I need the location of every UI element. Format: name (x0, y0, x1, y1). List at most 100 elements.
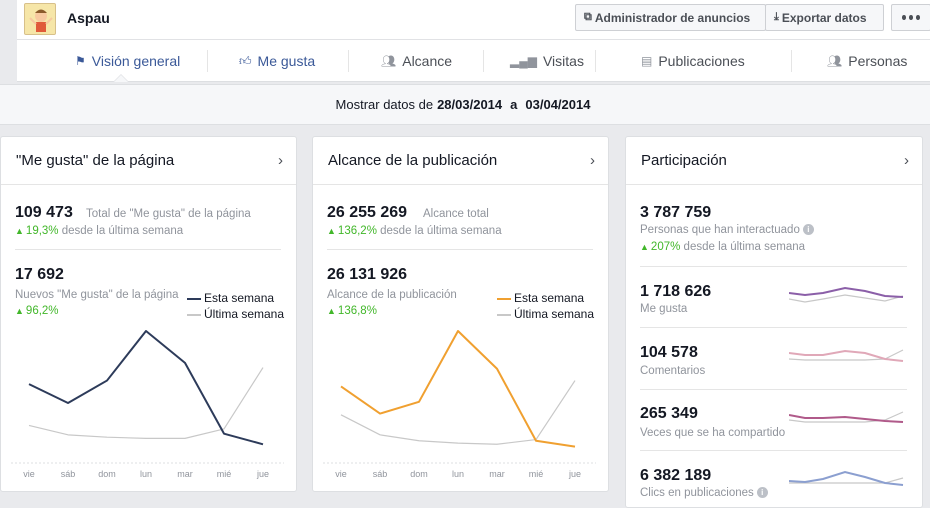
clicks-label-text: Clics en publicaciones (640, 487, 754, 499)
reach-card-header[interactable]: Alcance de la publicación › (313, 137, 608, 185)
legend-swatch (187, 313, 201, 316)
tab-label: Visitas (542, 53, 584, 69)
likes-card: "Me gusta" de la página › 109 473 Total … (0, 136, 297, 492)
series-this-week-line (28, 330, 264, 446)
flag-icon: ⚑ (75, 54, 86, 68)
page-name[interactable]: Aspau (67, 10, 110, 26)
engagement-card-header[interactable]: Participación › (626, 137, 922, 185)
legend-swatch (497, 313, 511, 316)
up-arrow-icon: ▲ (15, 306, 24, 316)
total-likes-change: ▲ 19,3% desde la última semana (15, 225, 183, 237)
tab-divider (207, 50, 208, 72)
x-tick-label: vie (23, 469, 35, 479)
ads-manager-button[interactable]: ⧉ Administrador de anuncios (575, 4, 766, 31)
download-icon: ⤓ (774, 11, 779, 23)
post-reach-value: 26 131 926 (327, 266, 408, 283)
x-tick-label: jue (256, 469, 269, 479)
legend-label: Esta semana (204, 291, 275, 305)
reach-card: Alcance de la publicación › 26 255 269 A… (312, 136, 609, 492)
change-value: 19,3% (25, 225, 59, 237)
divider (640, 389, 907, 390)
tab-label: Me gusta (257, 53, 316, 69)
change-label: desde la última semana (380, 225, 502, 237)
more-dot-icon (908, 15, 914, 20)
thumbs-up-icon: 👍︎ (239, 53, 252, 68)
change-value: 136,2% (337, 225, 377, 237)
divider (640, 450, 907, 451)
engaged-change: ▲ 207% desde la última semana (640, 241, 805, 253)
tab-reach[interactable]: 👥︎ Alcance (381, 40, 452, 82)
legend-swatch (497, 297, 511, 300)
clicks-metric-value: 6 382 189 (640, 467, 712, 484)
divider (640, 327, 907, 328)
info-icon[interactable]: i (802, 224, 814, 236)
legend-this-week: Esta semana (187, 291, 274, 305)
tab-likes[interactable]: 👍︎ Me gusta (239, 40, 315, 82)
likes-line-chart: vie sáb dom lun mar mié jue (11, 330, 284, 479)
up-arrow-icon: ▲ (640, 242, 649, 252)
legend-label: Esta semana (514, 291, 585, 305)
comments-metric-label: Comentarios (640, 365, 706, 377)
insights-tabs: ⚑ Visión general 👍︎ Me gusta 👥︎ Alcance … (17, 40, 930, 82)
tab-people[interactable]: 👥︎ Personas (827, 40, 907, 82)
reach-line-chart: vie sáb dom lun mar mié jue (323, 330, 596, 479)
chevron-right-icon[interactable]: › (278, 152, 283, 169)
change-value: 207% (650, 241, 681, 253)
new-likes-label: Nuevos "Me gusta" de la página (15, 289, 179, 301)
chevron-right-icon[interactable]: › (590, 152, 595, 169)
total-likes-label: Total de "Me gusta" de la página (86, 208, 251, 220)
bar-chart-icon: ▂▄▆ (510, 54, 537, 68)
card-title: "Me gusta" de la página (16, 152, 175, 169)
engagement-card: Participación › 3 787 759 Personas que h… (625, 136, 923, 508)
divider (15, 249, 281, 250)
legend-last-week: Última semana (497, 307, 594, 321)
engaged-label: Personas que han interactuado i (640, 224, 814, 236)
tab-visits[interactable]: ▂▄▆ Visitas (510, 40, 584, 82)
likes-card-header[interactable]: "Me gusta" de la página › (1, 137, 296, 185)
comments-sparkline (789, 349, 904, 362)
new-likes-change: ▲ 96,2% (15, 305, 59, 317)
up-arrow-icon: ▲ (327, 226, 336, 236)
x-tick-label: vie (335, 469, 347, 479)
chevron-right-icon[interactable]: › (904, 152, 909, 169)
divider (327, 249, 593, 250)
engaged-value: 3 787 759 (640, 204, 712, 221)
tab-divider (791, 50, 792, 72)
tab-divider (595, 50, 596, 72)
clicks-metric-label: Clics en publicaciones i (640, 487, 768, 499)
x-tick-label: mié (529, 469, 544, 479)
tab-label: Alcance (402, 53, 453, 69)
clicks-sparkline (789, 470, 904, 486)
tab-posts[interactable]: ▤ Publicaciones (641, 40, 745, 82)
page-avatar[interactable] (24, 3, 56, 35)
likes-metric-value: 1 718 626 (640, 283, 712, 300)
export-label: Exportar datos (781, 10, 867, 25)
tab-label: Personas (848, 53, 908, 69)
more-dot-icon (901, 15, 906, 20)
date-range-end[interactable]: 03/04/2014 (525, 97, 591, 112)
more-options-button[interactable] (891, 4, 930, 31)
legend-swatch (187, 297, 201, 300)
change-value: 96,2% (25, 305, 59, 317)
up-arrow-icon: ▲ (15, 226, 24, 236)
info-icon[interactable]: i (756, 487, 768, 499)
total-reach-value: 26 255 269 (327, 204, 408, 221)
series-last-week-line (340, 380, 576, 445)
total-likes-value: 109 473 (15, 204, 73, 221)
page-header: Aspau ⧉ Administrador de anuncios ⤓ Expo… (17, 0, 930, 40)
tab-divider (348, 50, 349, 72)
x-tick-label: dom (410, 469, 428, 479)
x-tick-label: jue (568, 469, 581, 479)
change-label: desde la última semana (61, 225, 184, 237)
x-tick-label: lun (452, 469, 464, 479)
shares-metric-label: Veces que se ha compartido (640, 427, 786, 439)
export-data-button[interactable]: ⤓ Exportar datos (765, 4, 884, 31)
tab-overview[interactable]: ⚑ Visión general (75, 40, 180, 82)
comments-metric-value: 104 578 (640, 344, 698, 361)
engaged-label-text: Personas que han interactuado (640, 224, 800, 236)
tab-divider (483, 50, 484, 72)
legend-label: Última semana (514, 307, 595, 321)
legend-last-week: Última semana (187, 307, 284, 321)
date-range-start[interactable]: 28/03/2014 (437, 97, 503, 112)
x-tick-label: mar (489, 469, 505, 479)
